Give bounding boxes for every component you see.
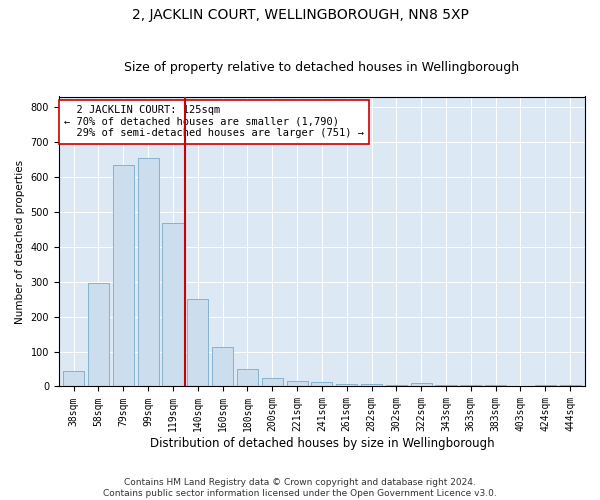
Bar (187, 299, 208, 386)
Bar (361, 384, 382, 386)
Bar (311, 382, 332, 386)
Text: Contains HM Land Registry data © Crown copyright and database right 2024.
Contai: Contains HM Land Registry data © Crown c… (103, 478, 497, 498)
Bar (436, 384, 457, 386)
Bar (88, 284, 109, 387)
Text: 2, JACKLIN COURT, WELLINGBOROUGH, NN8 5XP: 2, JACKLIN COURT, WELLINGBOROUGH, NN8 5X… (131, 8, 469, 22)
Bar (336, 384, 357, 386)
Y-axis label: Number of detached properties: Number of detached properties (15, 160, 25, 324)
Bar (163, 223, 184, 386)
Bar (460, 384, 481, 386)
Bar (137, 158, 158, 386)
Text: 2 JACKLIN COURT: 125sqm
← 70% of detached houses are smaller (1,790)
  29% of se: 2 JACKLIN COURT: 125sqm ← 70% of detache… (64, 105, 364, 138)
Bar (410, 383, 432, 386)
Bar (113, 164, 134, 386)
Bar (63, 371, 84, 386)
Bar (560, 384, 581, 386)
X-axis label: Distribution of detached houses by size in Wellingborough: Distribution of detached houses by size … (149, 437, 494, 450)
Title: Size of property relative to detached houses in Wellingborough: Size of property relative to detached ho… (124, 62, 520, 74)
Bar (237, 369, 258, 386)
Bar (212, 348, 233, 387)
Bar (386, 384, 407, 386)
Bar (262, 378, 283, 386)
Bar (287, 381, 308, 386)
